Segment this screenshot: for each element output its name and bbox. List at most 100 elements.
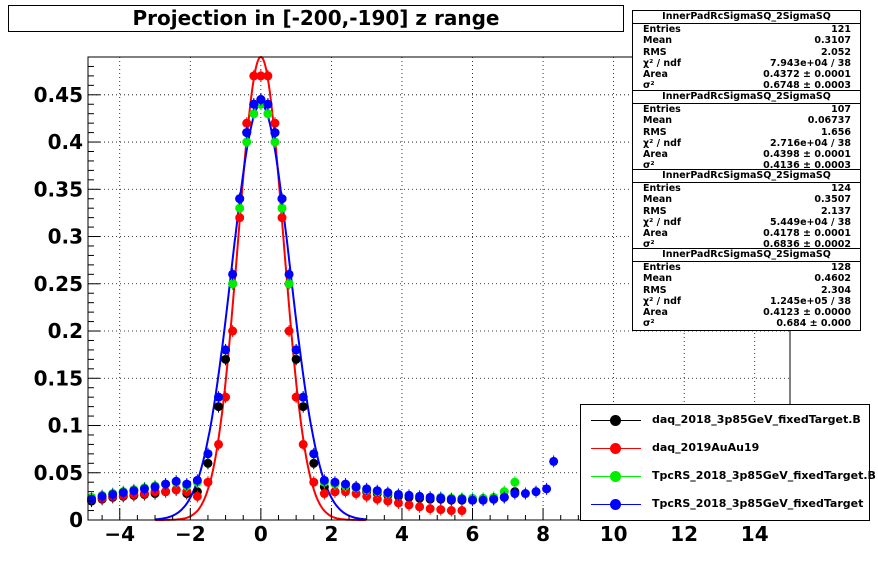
data-point	[277, 213, 287, 223]
stat-row: Entries 121	[633, 24, 860, 35]
chart-title: Projection in [-200,-190] z range	[8, 5, 624, 32]
stat-value: 128	[831, 262, 851, 273]
data-point	[221, 354, 231, 364]
stat-row: χ² / ndf 2.716e+04 / 38	[633, 138, 860, 149]
data-point	[118, 488, 128, 498]
data-point	[171, 476, 181, 486]
data-point	[263, 109, 273, 119]
legend-entry: TpcRS_2018_3p85GeV_fixedTarget	[581, 493, 869, 517]
data-point	[228, 326, 238, 336]
y-tick-label: 0.3	[48, 225, 83, 249]
stat-label: RMS	[643, 46, 667, 58]
stat-label: Entries	[643, 262, 681, 273]
legend-marker-swatch	[610, 415, 621, 426]
data-point	[129, 486, 139, 496]
x-tick-label: 10	[600, 522, 628, 546]
data-point	[351, 482, 361, 492]
data-point	[277, 203, 287, 213]
stat-row: Mean 0.3107	[633, 35, 860, 46]
data-point	[284, 279, 294, 289]
y-tick-label: 0.2	[48, 319, 83, 343]
y-tick-label: 0.35	[34, 177, 83, 201]
data-point	[319, 489, 329, 499]
data-point	[362, 484, 372, 494]
data-point	[415, 491, 425, 501]
data-point	[330, 487, 340, 497]
stat-value: 0.3507	[814, 194, 851, 206]
data-point	[97, 491, 107, 501]
y-tick-label: 0.45	[34, 83, 83, 107]
data-point	[372, 494, 382, 504]
stat-value: 121	[831, 24, 851, 35]
data-point	[203, 449, 213, 459]
stat-value: 124	[831, 183, 851, 194]
stat-row: σ² 0.6836 ± 0.0002	[633, 239, 860, 250]
legend-entry: daq_2018_3p85GeV_fixedTarget.B	[581, 409, 869, 433]
stat-box: InnerPadRcSigmaSQ_2SigmaSQ Entries 107 Mean…	[632, 90, 861, 173]
stat-label: σ²	[643, 239, 655, 251]
stat-label: σ²	[643, 80, 655, 92]
stat-row: RMS 2.137	[633, 206, 860, 217]
x-tick-label: 8	[536, 522, 550, 546]
legend-entry: daq_2019AuAu19	[581, 437, 869, 461]
stat-row: σ² 0.6748 ± 0.0003	[633, 80, 860, 91]
legend-label: daq_2018_3p85GeV_fixedTarget.B	[652, 413, 861, 426]
stat-box: InnerPadRcSigmaSQ_2SigmaSQ Entries 121 Mean…	[632, 10, 861, 93]
stat-row: Entries 128	[633, 262, 860, 273]
data-point	[277, 194, 287, 204]
data-point	[270, 118, 280, 128]
stat-value: 0.6836 ± 0.0002	[763, 239, 851, 251]
chart-axes: −4 −2 0 2 4 6 8 10 12 14 0 0.05 0.1 0.15 0.2 0.25 0.3 0.3…	[34, 56, 791, 546]
stat-label: RMS	[643, 205, 667, 217]
data-point	[436, 493, 446, 503]
stat-row: σ² 0.684 ± 0.000	[633, 318, 860, 329]
data-point	[203, 477, 213, 487]
stat-box: InnerPadRcSigmaSQ_2SigmaSQ Entries 128 Mean…	[632, 248, 861, 331]
data-point	[309, 458, 319, 468]
data-point	[393, 498, 403, 508]
data-point	[468, 495, 478, 505]
data-point	[221, 392, 231, 402]
stat-row: RMS 1.656	[633, 127, 860, 138]
stat-value: 5.449e+04 / 38	[770, 216, 851, 228]
data-point	[284, 269, 294, 279]
stat-value: 2.137	[820, 205, 851, 217]
stat-value: 0.4178 ± 0.0001	[763, 228, 851, 240]
stat-value: 0.4398 ± 0.0001	[763, 149, 851, 161]
y-tick-label: 0.1	[48, 414, 83, 438]
legend-marker-swatch	[610, 471, 621, 482]
data-point	[404, 490, 414, 500]
data-point	[235, 194, 245, 204]
data-point	[446, 506, 456, 516]
y-tick-label: 0.25	[34, 272, 83, 296]
data-point	[242, 128, 252, 138]
x-tick-label: 4	[395, 522, 409, 546]
data-point	[489, 494, 499, 504]
x-tick-label: 12	[670, 522, 698, 546]
legend-marker-swatch	[610, 443, 621, 454]
data-point	[214, 402, 224, 412]
data-point	[192, 491, 202, 501]
stat-label: RMS	[643, 126, 667, 138]
data-point	[249, 71, 259, 81]
data-point	[446, 494, 456, 504]
stat-box-title: InnerPadRcSigmaSQ_2SigmaSQ	[633, 170, 860, 183]
stat-box: InnerPadRcSigmaSQ_2SigmaSQ Entries 124 Mean…	[632, 169, 861, 252]
data-point	[298, 439, 308, 449]
stat-label: χ² / ndf	[643, 57, 682, 69]
data-point	[108, 489, 118, 499]
stat-value: 0.4602	[814, 273, 851, 285]
fit-curve	[155, 55, 366, 521]
stat-value: 2.716e+04 / 38	[770, 137, 851, 149]
data-point	[203, 458, 213, 468]
x-tick-label: −2	[175, 522, 206, 546]
data-point	[214, 392, 224, 402]
stat-label: Mean	[643, 115, 673, 127]
stat-value: 0.684 ± 0.000	[776, 318, 851, 330]
stat-label: Entries	[643, 104, 681, 115]
stat-row: Area 0.4123 ± 0.0000	[633, 307, 860, 318]
x-tick-label: 6	[466, 522, 480, 546]
stat-label: χ² / ndf	[643, 216, 682, 228]
data-point	[221, 345, 231, 355]
stat-value: 0.4372 ± 0.0001	[763, 69, 851, 81]
